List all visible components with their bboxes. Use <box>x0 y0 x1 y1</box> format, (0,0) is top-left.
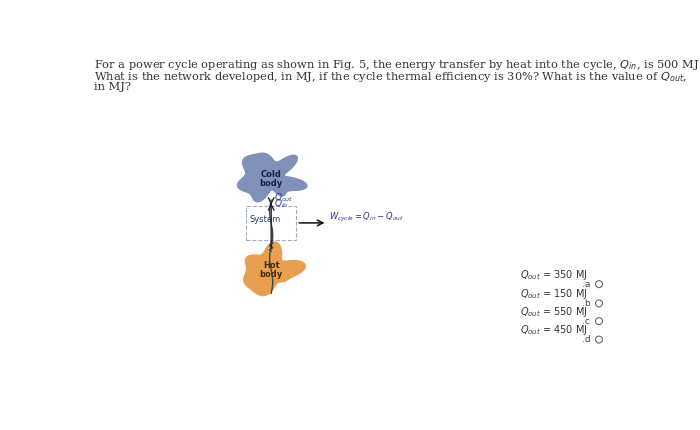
Polygon shape <box>237 153 307 203</box>
Text: .b: .b <box>582 299 591 308</box>
Text: body: body <box>260 179 283 188</box>
Text: $Q_{out}$: $Q_{out}$ <box>274 192 293 204</box>
Text: $Q_{out}$ = 350 MJ: $Q_{out}$ = 350 MJ <box>520 268 587 282</box>
Text: $Q_{out}$ = 450 MJ: $Q_{out}$ = 450 MJ <box>520 323 587 338</box>
Text: in MJ?: in MJ? <box>94 83 131 92</box>
Text: body: body <box>260 270 283 280</box>
Text: For a power cycle operating as shown in Fig. 5, the energy transfer by heat into: For a power cycle operating as shown in … <box>94 58 700 72</box>
Text: $Q_{out}$ = 550 MJ: $Q_{out}$ = 550 MJ <box>520 305 587 319</box>
Text: Hot: Hot <box>262 261 279 270</box>
Text: $Q_{out}$ = 150 MJ: $Q_{out}$ = 150 MJ <box>520 287 587 301</box>
Text: $Q_{in}$: $Q_{in}$ <box>274 197 288 209</box>
Text: .a: .a <box>582 280 590 289</box>
FancyBboxPatch shape <box>246 206 296 240</box>
Text: What is the network developed, in MJ, if the cycle thermal efficiency is 30%? Wh: What is the network developed, in MJ, if… <box>94 70 687 84</box>
Text: Cold: Cold <box>260 169 281 178</box>
Polygon shape <box>243 241 306 296</box>
Text: System: System <box>249 215 280 224</box>
Text: $W_{cycle} = Q_{in} - Q_{out}$: $W_{cycle} = Q_{in} - Q_{out}$ <box>329 212 404 224</box>
Text: .d: .d <box>582 335 591 344</box>
Text: .c: .c <box>582 316 590 326</box>
